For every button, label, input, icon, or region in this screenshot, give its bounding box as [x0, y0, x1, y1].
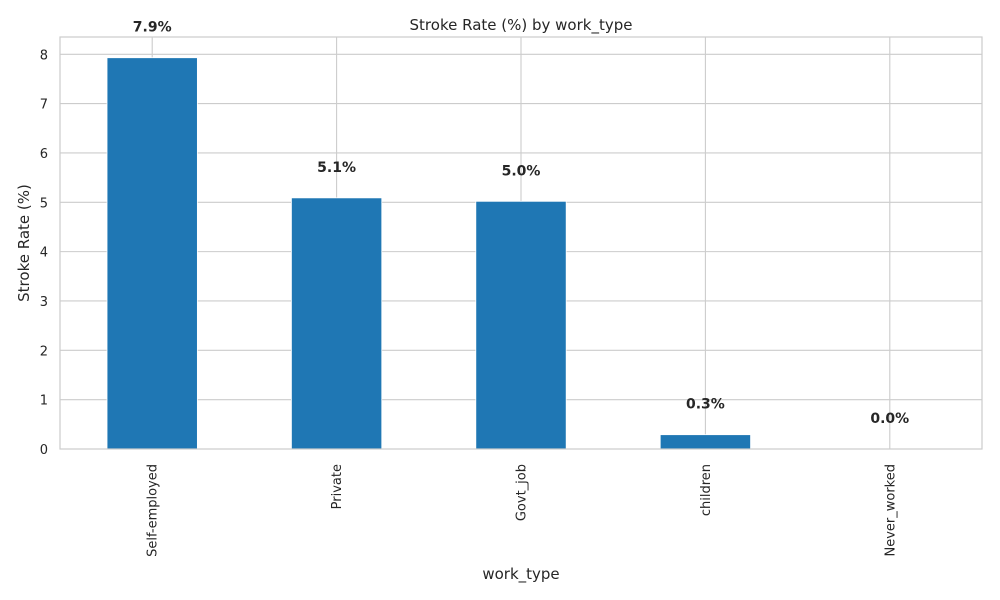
- bar-govt-job: [475, 200, 567, 450]
- y-axis-label: Stroke Rate (%): [15, 184, 33, 302]
- x-tick-label: Govt_job: [515, 464, 530, 521]
- data-label: 5.0%: [502, 163, 541, 179]
- y-tick-label: 8: [40, 48, 48, 63]
- x-tick-label: Private: [330, 464, 345, 509]
- data-label: 0.3%: [686, 397, 725, 413]
- y-tick-label: 1: [40, 394, 48, 409]
- x-tick-label: Self-employed: [146, 464, 161, 557]
- data-label: 5.1%: [317, 160, 356, 176]
- x-tick-label: children: [699, 464, 714, 516]
- y-tick-label: 2: [40, 344, 48, 359]
- data-labels: 7.9% 5.1% 5.0% 0.3% 0.0%: [133, 20, 909, 427]
- chart-title: Stroke Rate (%) by work_type: [410, 16, 633, 35]
- y-tick-label: 5: [40, 196, 48, 211]
- y-tick-label: 0: [40, 443, 48, 458]
- y-tick-labels: 0 1 2 3 4 5 6 7 8: [40, 48, 48, 458]
- x-axis-label: work_type: [482, 565, 559, 584]
- bar-children: [659, 434, 751, 450]
- y-tick-label: 3: [40, 295, 48, 310]
- x-tick-labels: Self-employed Private Govt_job children Neve…: [146, 464, 899, 557]
- data-label: 7.9%: [133, 20, 172, 36]
- y-tick-label: 7: [40, 98, 48, 113]
- bar-self-employed: [106, 57, 198, 450]
- bars: [106, 57, 751, 450]
- plot-frame: [59, 36, 983, 450]
- x-tick-label: Never_worked: [883, 464, 898, 557]
- bar-private: [291, 197, 383, 450]
- y-tick-label: 4: [40, 246, 48, 261]
- data-label: 0.0%: [870, 411, 909, 427]
- y-tick-label: 6: [40, 147, 48, 162]
